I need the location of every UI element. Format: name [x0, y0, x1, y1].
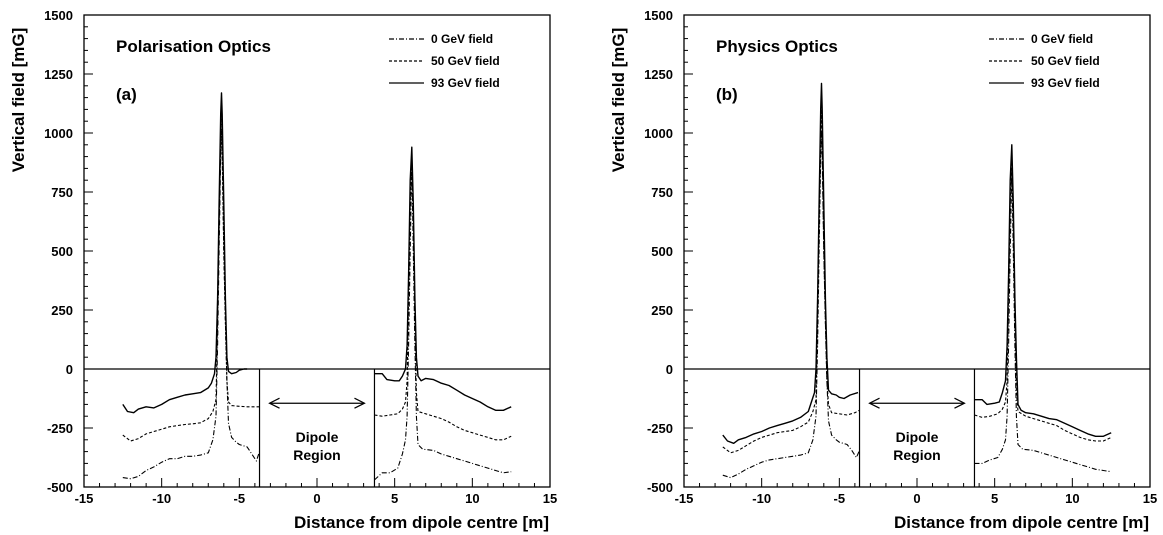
x-axis-label: Distance from dipole centre [m] — [294, 513, 549, 532]
series-line-0-segment-0 — [722, 132, 861, 479]
panel-title: Physics Optics — [716, 37, 838, 56]
x-tick-label: 15 — [543, 491, 557, 506]
x-tick-label: 15 — [1143, 491, 1157, 506]
dipole-arrowhead-left — [268, 397, 280, 409]
series-line-1-segment-0 — [122, 108, 260, 442]
y-tick-label: 1000 — [644, 126, 673, 141]
y-tick-label: 250 — [651, 303, 673, 318]
x-tick-label: -5 — [234, 491, 246, 506]
series-line-2-segment-0 — [122, 92, 248, 414]
series-line-0-segment-0 — [122, 130, 261, 480]
axis-ticks: -15 -10 -5 0 5 10 15 -500 -250 0 250 500 750 1000 1250… — [44, 8, 557, 506]
series-line-0-segment-1 — [374, 160, 512, 481]
y-tick-label: 0 — [66, 362, 73, 377]
dipole-region-layer — [258, 369, 376, 487]
y-tick-label: 500 — [651, 244, 673, 259]
legend-label: 50 GeV field — [1031, 54, 1100, 68]
x-tick-label: -15 — [675, 491, 694, 506]
legend-label: 50 GeV field — [431, 54, 500, 68]
series-line-0-segment-1 — [974, 167, 1112, 473]
y-tick-label: 500 — [51, 244, 73, 259]
x-axis-label: Distance from dipole centre [m] — [894, 513, 1149, 532]
region-label-line-1: Dipole — [296, 429, 339, 445]
y-tick-label: 1500 — [644, 8, 673, 23]
region-label-line-1: Dipole — [896, 429, 939, 445]
panel-label: (a) — [116, 85, 137, 104]
panel-physics-optics: -15 -10 -5 0 5 10 15 -500 -250 0 250 500 750 1000 1250… — [609, 8, 1157, 532]
y-axis-label: Vertical field [mG] — [609, 28, 628, 173]
x-tick-label: -10 — [152, 491, 171, 506]
series-line-1-segment-1 — [974, 156, 1112, 442]
legend: 0 GeV field 50 GeV field 93 GeV field — [989, 32, 1100, 90]
y-tick-label: 250 — [51, 303, 73, 318]
series-line-1-segment-1 — [374, 156, 512, 441]
x-tick-label: -15 — [75, 491, 94, 506]
panel-polarisation-optics: -15 -10 -5 0 5 10 15 -500 -250 0 250 500 750 1000 1250… — [9, 8, 557, 532]
y-tick-label: 750 — [651, 185, 673, 200]
dipole-arrowhead-left — [868, 397, 880, 409]
y-tick-label: 1250 — [644, 67, 673, 82]
series-line-1-segment-0 — [722, 108, 860, 454]
y-tick-label: 1000 — [44, 126, 73, 141]
dipole-arrowhead-right — [354, 397, 366, 409]
y-tick-label: -500 — [47, 480, 73, 495]
y-tick-label: -500 — [647, 480, 673, 495]
dipole-region-layer — [858, 369, 976, 487]
legend-label: 93 GeV field — [1031, 76, 1100, 90]
x-tick-label: 5 — [391, 491, 398, 506]
region-label-line-2: Region — [893, 447, 940, 463]
series-line-2-segment-0 — [722, 82, 859, 444]
legend-label: 0 GeV field — [1031, 32, 1093, 46]
axis-ticks: -15 -10 -5 0 5 10 15 -500 -250 0 250 500 750 1000 1250… — [644, 8, 1157, 506]
legend-label: 0 GeV field — [431, 32, 493, 46]
series-layer — [122, 92, 512, 481]
series-line-2-segment-1 — [974, 144, 1112, 437]
x-tick-label: -5 — [834, 491, 846, 506]
legend: 0 GeV field 50 GeV field 93 GeV field — [389, 32, 500, 90]
x-tick-label: 0 — [913, 491, 920, 506]
y-tick-label: 0 — [666, 362, 673, 377]
y-tick-label: -250 — [47, 421, 73, 436]
x-tick-label: 10 — [465, 491, 479, 506]
series-line-2-segment-1 — [374, 146, 512, 411]
panel-label: (b) — [716, 85, 738, 104]
dipole-arrowhead-right — [954, 397, 966, 409]
y-tick-label: 750 — [51, 185, 73, 200]
panel-title: Polarisation Optics — [116, 37, 271, 56]
y-tick-label: 1500 — [44, 8, 73, 23]
region-label-line-2: Region — [293, 447, 340, 463]
y-tick-label: 1250 — [44, 67, 73, 82]
y-axis-label: Vertical field [mG] — [9, 28, 28, 173]
x-tick-label: 10 — [1065, 491, 1079, 506]
x-tick-label: -10 — [752, 491, 771, 506]
y-tick-label: -250 — [647, 421, 673, 436]
x-tick-label: 0 — [313, 491, 320, 506]
series-layer — [722, 82, 1112, 479]
x-tick-label: 5 — [991, 491, 998, 506]
legend-label: 93 GeV field — [431, 76, 500, 90]
